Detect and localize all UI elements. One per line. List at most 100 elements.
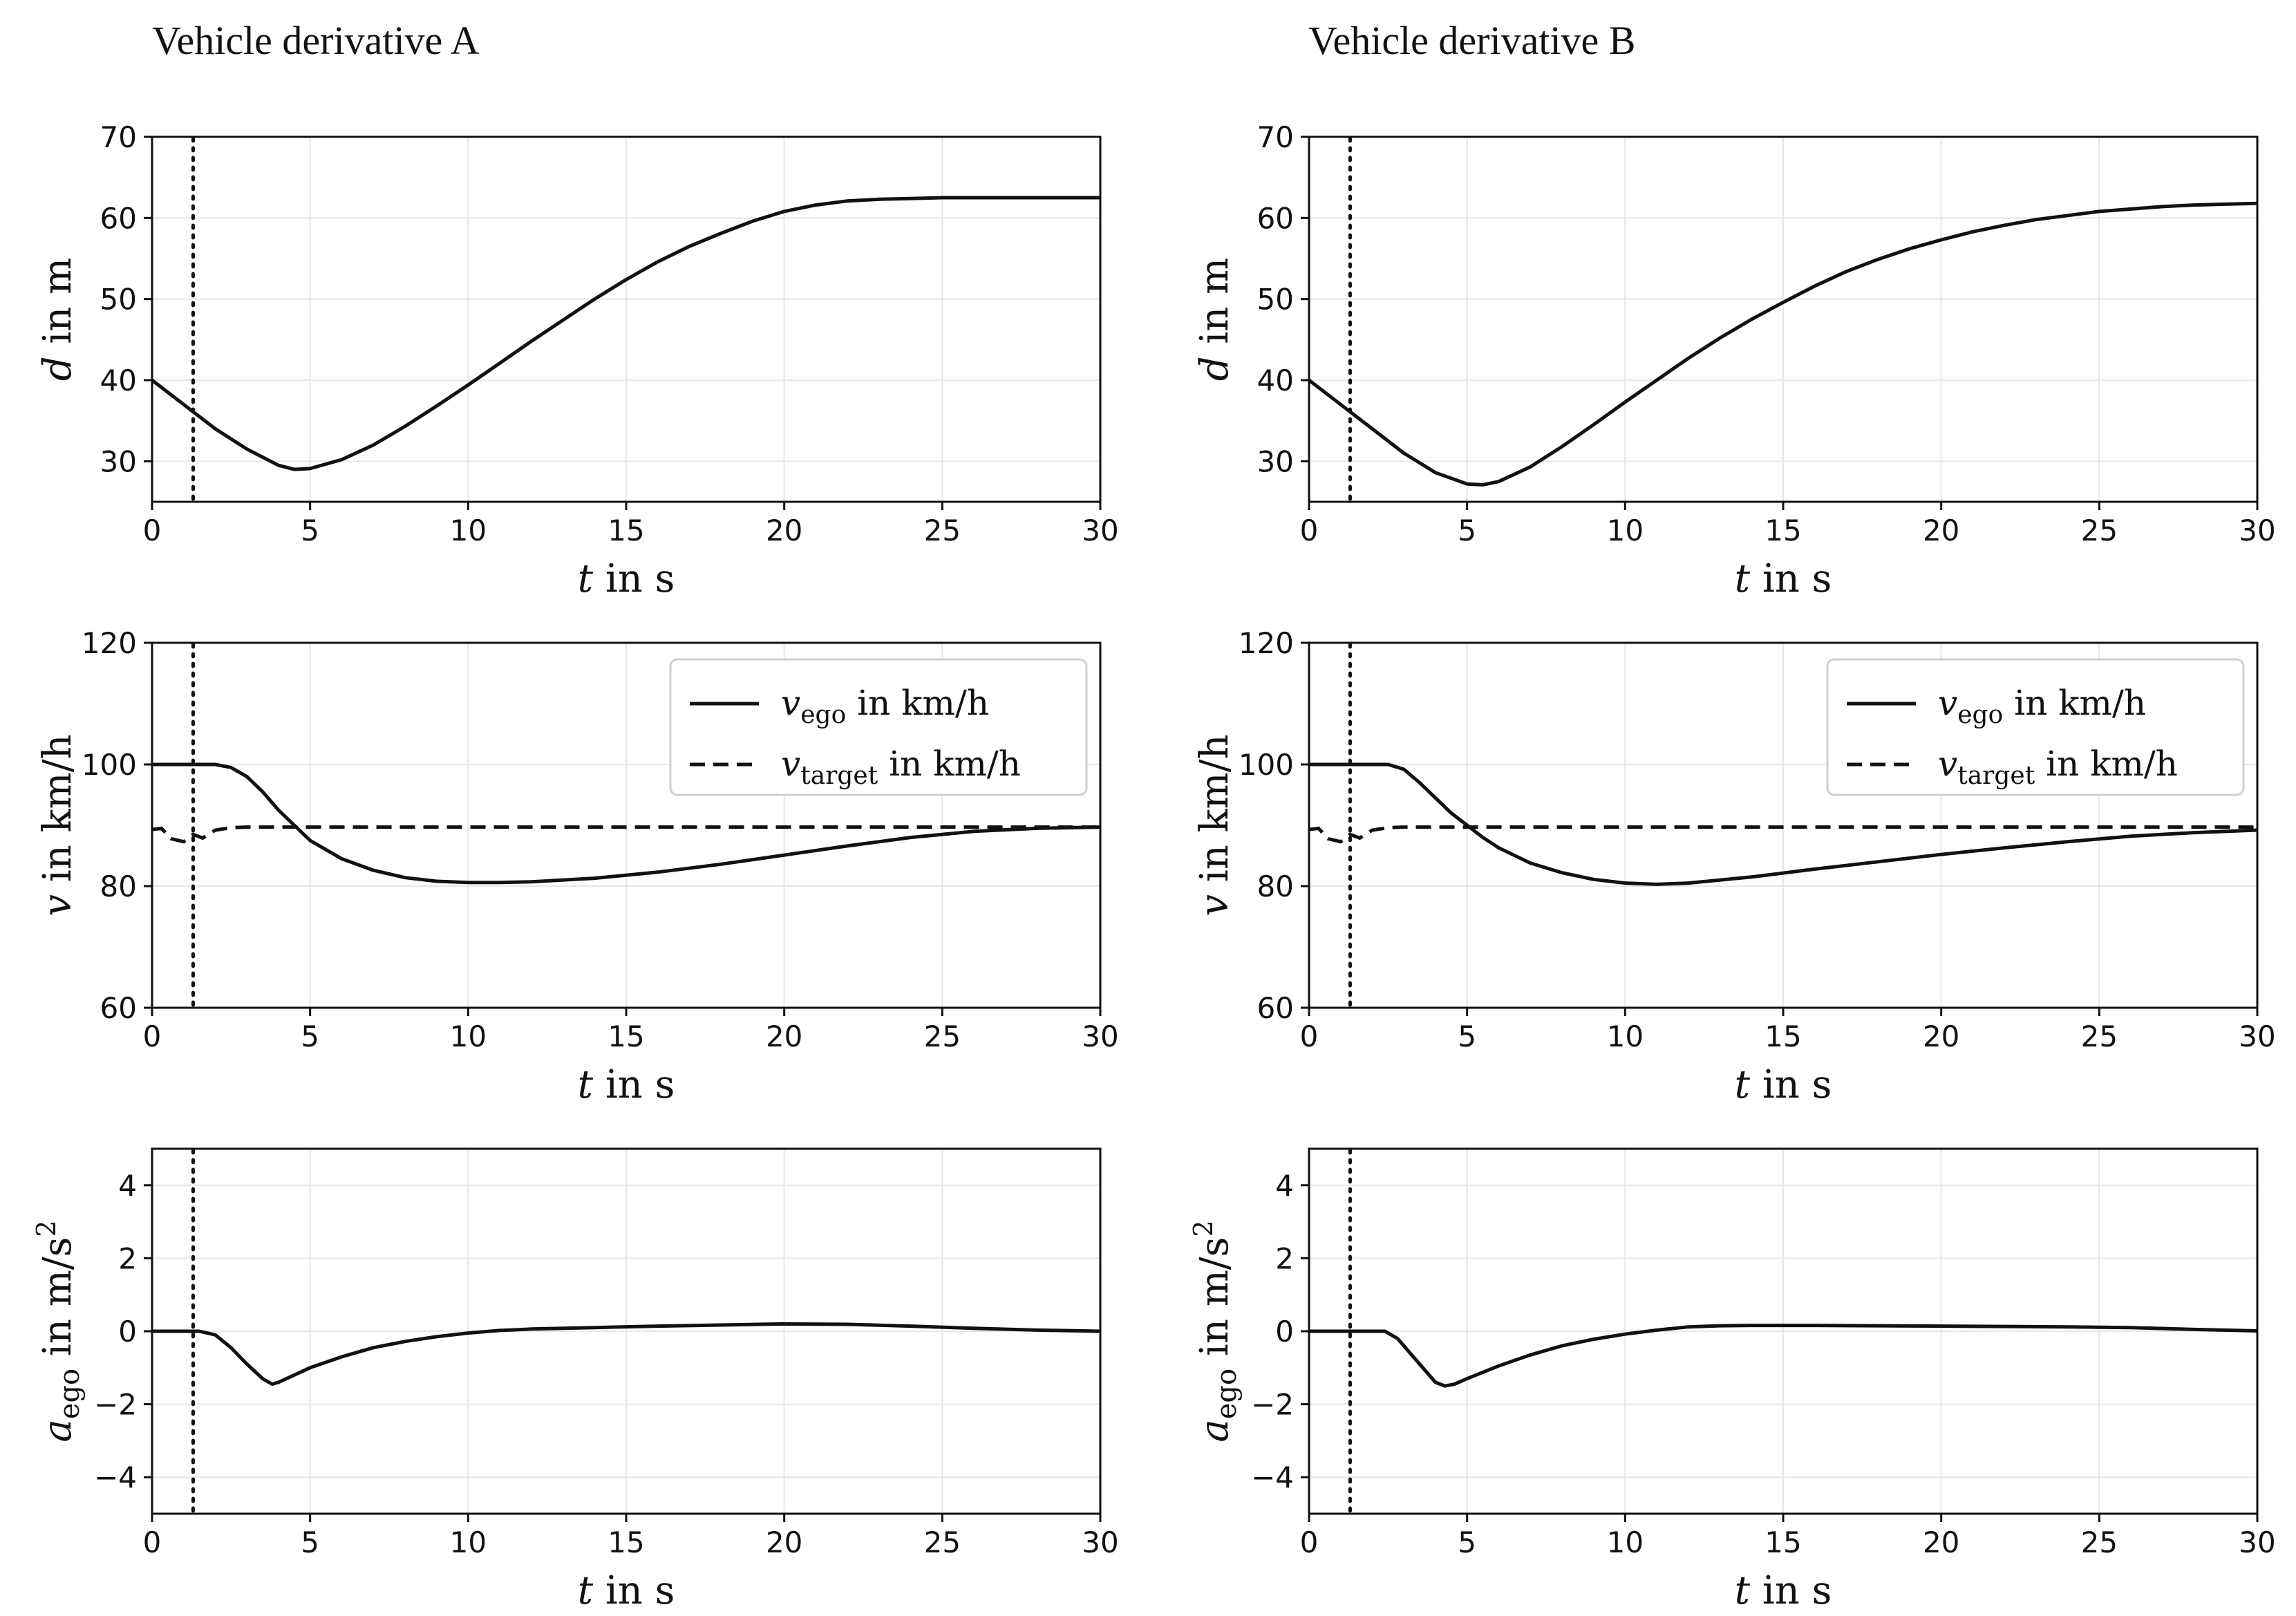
y-tick-label: 70 — [1257, 120, 1294, 154]
y-axis-label: d in m — [1192, 258, 1237, 382]
x-tick-label: 25 — [924, 1525, 961, 1559]
y-tick-label: 30 — [1257, 444, 1294, 478]
y-tick-label: 0 — [118, 1315, 137, 1349]
x-tick-label: 5 — [1458, 1525, 1476, 1559]
y-tick-label: 120 — [1239, 626, 1294, 660]
x-tick-label: 25 — [2081, 1020, 2118, 1053]
y-tick-label: 60 — [1257, 991, 1294, 1025]
y-tick-label: 80 — [1257, 870, 1294, 903]
panel-0-d: 0 5 10 15 20 25 30 30 40 50 60 70 t in s d in m — [35, 120, 1119, 601]
panel-4-v_ego: 0 5 10 15 20 25 30 60 80 100 120 t in s v in km/h veg… — [1192, 626, 2276, 1107]
legend-label-target: vtarget in km/h — [1938, 744, 2178, 790]
x-tick-label: 20 — [766, 514, 802, 547]
x-tick-label: 25 — [2081, 1525, 2118, 1559]
x-tick-label: 30 — [2239, 514, 2275, 547]
series-line-v-ego — [152, 762, 1101, 885]
y-axis-label: v in km/h — [1192, 734, 1237, 916]
x-tick-label: 10 — [1607, 1525, 1644, 1559]
y-tick-label: 2 — [118, 1241, 137, 1275]
y-tick-label: 50 — [100, 283, 137, 317]
column-title-b: Vehicle derivative B — [1308, 18, 1636, 63]
y-tick-label: 0 — [1275, 1315, 1294, 1349]
panel-3-d: 0 5 10 15 20 25 30 30 40 50 60 70 t in s d in m — [1192, 120, 2276, 601]
y-tick-label: 60 — [100, 991, 137, 1025]
panel-2-a_ego: 0 5 10 15 20 25 30 −4 −2 0 2 4 t in s aego in m/s2 — [31, 1147, 1119, 1613]
x-tick-label: 20 — [1923, 1525, 1959, 1559]
x-tick-label: 25 — [2081, 514, 2118, 547]
x-tick-label: 30 — [1082, 1020, 1118, 1053]
x-tick-label: 15 — [608, 514, 644, 547]
y-tick-label: 40 — [1257, 364, 1294, 397]
x-tick-label: 10 — [1607, 514, 1644, 547]
x-tick-label: 5 — [301, 1525, 319, 1559]
series-line-v-ego — [1309, 762, 2258, 886]
y-tick-label: 80 — [100, 870, 137, 903]
y-tick-label: 60 — [100, 201, 137, 235]
x-axis-label: t in s — [578, 1568, 675, 1613]
x-tick-label: 10 — [1607, 1020, 1644, 1053]
series-line-d — [1308, 201, 2258, 487]
x-tick-label: 10 — [450, 514, 487, 547]
x-tick-label: 5 — [1458, 514, 1476, 547]
x-tick-label: 15 — [1765, 1525, 1801, 1559]
x-tick-label: 20 — [766, 1020, 802, 1053]
x-tick-label: 20 — [766, 1525, 802, 1559]
x-tick-label: 0 — [143, 514, 162, 547]
x-tick-label: 15 — [608, 1525, 644, 1559]
x-tick-label: 5 — [1458, 1020, 1476, 1053]
y-tick-label: 50 — [1257, 283, 1294, 317]
series-line-v-target — [1308, 825, 2257, 844]
x-axis-label: t in s — [1735, 1568, 1832, 1613]
y-axis-label: d in m — [35, 258, 80, 382]
x-tick-label: 0 — [1300, 514, 1319, 547]
x-tick-label: 30 — [2239, 1525, 2275, 1559]
y-tick-label: 100 — [82, 748, 137, 782]
legend: vego in km/h vtarget in km/h — [669, 658, 1088, 796]
x-tick-label: 0 — [143, 1525, 162, 1559]
x-axis-label: t in s — [1735, 556, 1832, 601]
x-tick-label: 25 — [924, 1020, 961, 1053]
x-axis-label: t in s — [578, 1062, 675, 1107]
x-tick-label: 5 — [301, 514, 319, 547]
panel-1-v_ego: 0 5 10 15 20 25 30 60 80 100 120 t in s v in km/h veg… — [35, 626, 1119, 1107]
x-tick-label: 30 — [2239, 1020, 2275, 1053]
x-tick-label: 30 — [1082, 1525, 1118, 1559]
series-line-d — [151, 196, 1100, 471]
x-tick-label: 10 — [450, 1020, 487, 1053]
x-tick-label: 15 — [1765, 1020, 1801, 1053]
y-tick-label: 4 — [1275, 1169, 1294, 1203]
y-tick-label: 40 — [100, 364, 137, 397]
y-tick-label: 2 — [1275, 1241, 1294, 1275]
y-axis-label: aego in m/s2 — [1188, 1220, 1243, 1442]
y-tick-label: −4 — [1251, 1460, 1294, 1494]
series-line-a-ego — [152, 1322, 1101, 1387]
x-tick-label: 15 — [608, 1020, 644, 1053]
legend-box — [1826, 658, 2245, 796]
legend: vego in km/h vtarget in km/h — [1826, 658, 2245, 796]
x-tick-label: 0 — [1300, 1020, 1319, 1053]
y-tick-label: −2 — [1251, 1388, 1294, 1422]
x-tick-label: 10 — [450, 1525, 487, 1559]
series-line-a-ego — [1309, 1324, 2258, 1388]
column-title-a: Vehicle derivative A — [152, 18, 480, 63]
y-tick-label: −4 — [94, 1460, 137, 1494]
x-axis-label: t in s — [578, 556, 675, 601]
x-tick-label: 15 — [1765, 514, 1801, 547]
y-tick-label: 100 — [1239, 748, 1294, 782]
x-tick-label: 25 — [924, 514, 961, 547]
x-tick-label: 20 — [1923, 1020, 1959, 1053]
y-tick-label: 60 — [1257, 201, 1294, 235]
x-tick-label: 20 — [1923, 514, 1959, 547]
x-tick-label: 30 — [1082, 514, 1118, 547]
y-axis-label: v in km/h — [35, 734, 80, 916]
x-axis-label: t in s — [1735, 1062, 1832, 1107]
legend-label-ego: vego in km/h — [1938, 683, 2146, 729]
legend-label-target: vtarget in km/h — [781, 744, 1021, 790]
x-tick-label: 0 — [1300, 1525, 1319, 1559]
series-line-v-target — [151, 825, 1100, 844]
y-tick-label: 120 — [82, 626, 137, 660]
y-tick-label: 30 — [100, 444, 137, 478]
y-tick-label: 4 — [118, 1169, 137, 1203]
